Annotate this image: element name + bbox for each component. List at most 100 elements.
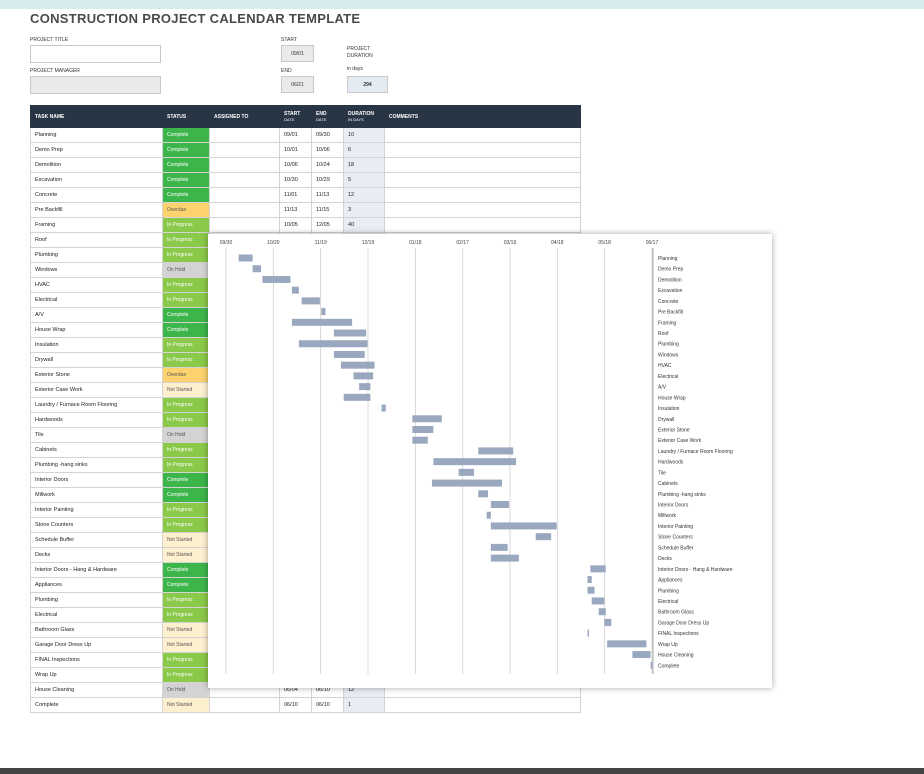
gantt-bar[interactable] [486, 511, 491, 519]
gantt-bar[interactable] [490, 543, 508, 551]
comments-cell[interactable] [384, 142, 581, 158]
status-cell[interactable]: In Progress [162, 517, 210, 533]
end-date-cell[interactable]: 11/15 [311, 202, 344, 218]
gantt-bar[interactable] [262, 275, 291, 283]
status-cell[interactable]: In Progress [162, 397, 210, 413]
task-name-cell[interactable]: HVAC [30, 277, 163, 293]
status-cell[interactable]: In Progress [162, 217, 210, 233]
task-name-cell[interactable]: Demo Prep [30, 142, 163, 158]
gantt-bar[interactable] [431, 479, 503, 487]
status-cell[interactable]: In Progress [162, 412, 210, 428]
status-cell[interactable]: On Hold [162, 682, 210, 698]
header-duration[interactable]: DURATION in days [343, 105, 385, 128]
start-date-cell[interactable]: 11/13 [279, 202, 312, 218]
status-cell[interactable]: Complete [162, 142, 210, 158]
comments-cell[interactable] [384, 187, 581, 203]
task-name-cell[interactable]: Millwork [30, 487, 163, 503]
gantt-bar[interactable] [587, 576, 592, 584]
task-name-cell[interactable]: Electrical [30, 607, 163, 623]
status-cell[interactable]: In Progress [162, 652, 210, 668]
status-cell[interactable]: Complete [162, 307, 210, 323]
task-name-cell[interactable]: Planning [30, 127, 163, 143]
task-name-cell[interactable]: Insulation [30, 337, 163, 353]
gantt-bar[interactable] [650, 661, 653, 669]
status-cell[interactable]: Complete [162, 127, 210, 143]
task-name-cell[interactable]: Tile [30, 427, 163, 443]
gantt-bar[interactable] [535, 533, 552, 541]
assigned-cell[interactable] [209, 187, 280, 203]
end-date-cell[interactable]: 09/30 [311, 127, 344, 143]
header-end-date[interactable]: END DATE [311, 105, 344, 128]
task-name-cell[interactable]: Interior Painting [30, 502, 163, 518]
gantt-bar[interactable] [598, 608, 606, 616]
start-date-cell[interactable]: 10/01 [279, 142, 312, 158]
duration-cell[interactable]: 12 [343, 187, 385, 203]
end-date-cell[interactable]: 10/24 [311, 157, 344, 173]
status-cell[interactable]: In Progress [162, 337, 210, 353]
task-name-cell[interactable]: Plumbing -hang sinks [30, 457, 163, 473]
status-cell[interactable]: In Progress [162, 502, 210, 518]
status-cell[interactable]: Complete [162, 172, 210, 188]
status-cell[interactable]: In Progress [162, 292, 210, 308]
header-assigned[interactable]: ASSIGNED TO [209, 105, 280, 128]
end-date-field[interactable]: 06/21 [281, 76, 314, 93]
assigned-cell[interactable] [209, 172, 280, 188]
header-comments[interactable]: COMMENTS [384, 105, 581, 128]
task-name-cell[interactable]: Stone Counters [30, 517, 163, 533]
gantt-bar[interactable] [490, 554, 519, 562]
gantt-bar[interactable] [591, 597, 605, 605]
end-date-cell[interactable]: 10/29 [311, 172, 344, 188]
gantt-bar[interactable] [590, 565, 606, 573]
gantt-bar[interactable] [353, 372, 374, 380]
task-name-cell[interactable]: House Wrap [30, 322, 163, 338]
task-name-cell[interactable]: Bathroom Glass [30, 622, 163, 638]
table-row[interactable]: Pre Backfill Overdue 11/13 11/15 3 [30, 202, 581, 218]
status-cell[interactable]: Complete [162, 487, 210, 503]
status-cell[interactable]: In Progress [162, 352, 210, 368]
task-name-cell[interactable]: Laundry / Furnace Room Flooring [30, 397, 163, 413]
task-name-cell[interactable]: Decks [30, 547, 163, 563]
gantt-bar[interactable] [478, 490, 489, 498]
gantt-bar[interactable] [490, 522, 557, 530]
gantt-bar[interactable] [607, 640, 647, 648]
task-name-cell[interactable]: Plumbing [30, 592, 163, 608]
assigned-cell[interactable] [209, 127, 280, 143]
header-start-date[interactable]: START DATE [279, 105, 312, 128]
duration-cell[interactable]: 1 [343, 697, 385, 713]
gantt-bar[interactable] [359, 383, 371, 391]
assigned-cell[interactable] [209, 202, 280, 218]
status-cell[interactable]: Not Started [162, 547, 210, 563]
comments-cell[interactable] [384, 697, 581, 713]
task-name-cell[interactable]: Interior Doors [30, 472, 163, 488]
task-name-cell[interactable]: FINAL Inspections [30, 652, 163, 668]
gantt-bar[interactable] [291, 286, 299, 294]
status-cell[interactable]: In Progress [162, 277, 210, 293]
end-date-cell[interactable]: 12/05 [311, 217, 344, 233]
assigned-cell[interactable] [209, 157, 280, 173]
table-row[interactable]: Demo Prep Complete 10/01 10/06 6 [30, 142, 581, 158]
start-date-cell[interactable]: 11/01 [279, 187, 312, 203]
gantt-bar[interactable] [291, 318, 353, 326]
duration-cell[interactable]: 5 [343, 172, 385, 188]
task-name-cell[interactable]: Drywall [30, 352, 163, 368]
status-cell[interactable]: Not Started [162, 382, 210, 398]
task-name-cell[interactable]: Plumbing [30, 247, 163, 263]
gantt-bar[interactable] [238, 254, 253, 262]
task-name-cell[interactable]: Roof [30, 232, 163, 248]
status-cell[interactable]: Overdue [162, 202, 210, 218]
start-date-cell[interactable]: 10/05 [279, 217, 312, 233]
status-cell[interactable]: Not Started [162, 637, 210, 653]
gantt-bar[interactable] [340, 361, 375, 369]
gantt-bar[interactable] [458, 468, 475, 476]
task-name-cell[interactable]: Exterior Case Work [30, 382, 163, 398]
status-cell[interactable]: Complete [162, 187, 210, 203]
status-cell[interactable]: Not Started [162, 622, 210, 638]
status-cell[interactable]: In Progress [162, 442, 210, 458]
gantt-bar[interactable] [412, 415, 442, 423]
task-name-cell[interactable]: Excavation [30, 172, 163, 188]
task-name-cell[interactable]: Electrical [30, 292, 163, 308]
assigned-cell[interactable] [209, 142, 280, 158]
duration-cell[interactable]: 10 [343, 127, 385, 143]
gantt-bar[interactable] [604, 618, 612, 626]
task-name-cell[interactable]: Cabinets [30, 442, 163, 458]
